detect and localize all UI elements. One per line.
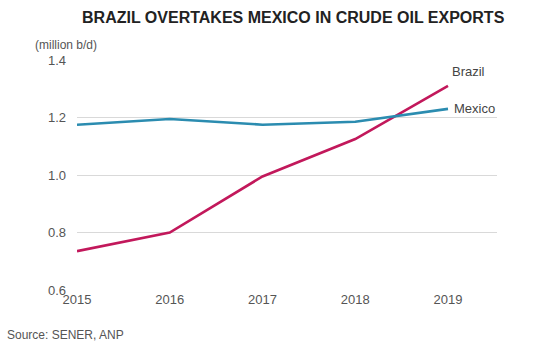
svg-text:(million b/d): (million b/d) (35, 38, 97, 52)
svg-text:1.0: 1.0 (48, 168, 66, 183)
svg-text:BRAZIL OVERTAKES MEXICO IN CRU: BRAZIL OVERTAKES MEXICO IN CRUDE OIL EXP… (82, 9, 505, 26)
svg-text:1.2: 1.2 (48, 110, 66, 125)
svg-text:1.4: 1.4 (48, 53, 66, 68)
svg-text:2017: 2017 (248, 292, 277, 307)
svg-text:0.8: 0.8 (48, 225, 66, 240)
svg-text:2016: 2016 (155, 292, 184, 307)
svg-text:2015: 2015 (63, 292, 92, 307)
svg-text:2019: 2019 (434, 292, 463, 307)
svg-text:Brazil: Brazil (452, 64, 485, 79)
svg-text:Source: SENER, ANP: Source: SENER, ANP (7, 328, 124, 342)
svg-text:2018: 2018 (341, 292, 370, 307)
svg-text:Mexico: Mexico (454, 101, 495, 116)
svg-text:0.6: 0.6 (48, 283, 66, 298)
